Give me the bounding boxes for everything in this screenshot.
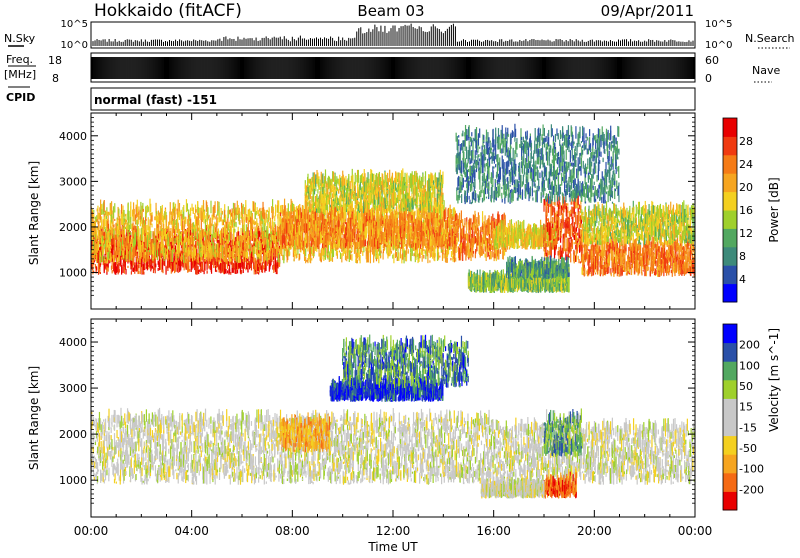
freq-tick-low-right: 0	[705, 72, 712, 85]
noise-tick-high-right: 10^5	[705, 19, 732, 30]
noise-tick-low-left: 10^0	[61, 40, 88, 51]
noise-tick-high-left: 10^5	[61, 19, 88, 30]
cpid-value: normal (fast) -151	[94, 93, 217, 107]
freq-series	[91, 57, 694, 79]
noise-series	[91, 24, 693, 46]
freq-label-line1: Freq.	[6, 53, 33, 66]
site-title: Hokkaido (fitACF)	[94, 1, 242, 21]
cpid-label: CPID	[6, 91, 35, 104]
nave-label: Nave	[752, 64, 780, 77]
noise-panel: N.Sky 10^5 10^0 10^5 10^0 N.Search	[4, 19, 795, 51]
noise-right-label: N.Search	[745, 32, 795, 45]
freq-tick-low-left: 8	[52, 72, 59, 85]
freq-label-line2: [MHz]	[4, 68, 36, 81]
freq-panel: Freq. [MHz] 18 8 60 0 Nave	[4, 53, 780, 85]
beam-label: Beam 03	[357, 2, 424, 20]
cpid-panel: CPID normal (fast) -151	[6, 87, 695, 110]
noise-tick-low-right: 10^0	[705, 40, 732, 51]
date-label: 09/Apr/2011	[601, 2, 694, 20]
noise-left-label: N.Sky	[4, 32, 36, 45]
freq-tick-high-right: 60	[705, 54, 719, 67]
freq-tick-high-left: 18	[48, 54, 62, 67]
